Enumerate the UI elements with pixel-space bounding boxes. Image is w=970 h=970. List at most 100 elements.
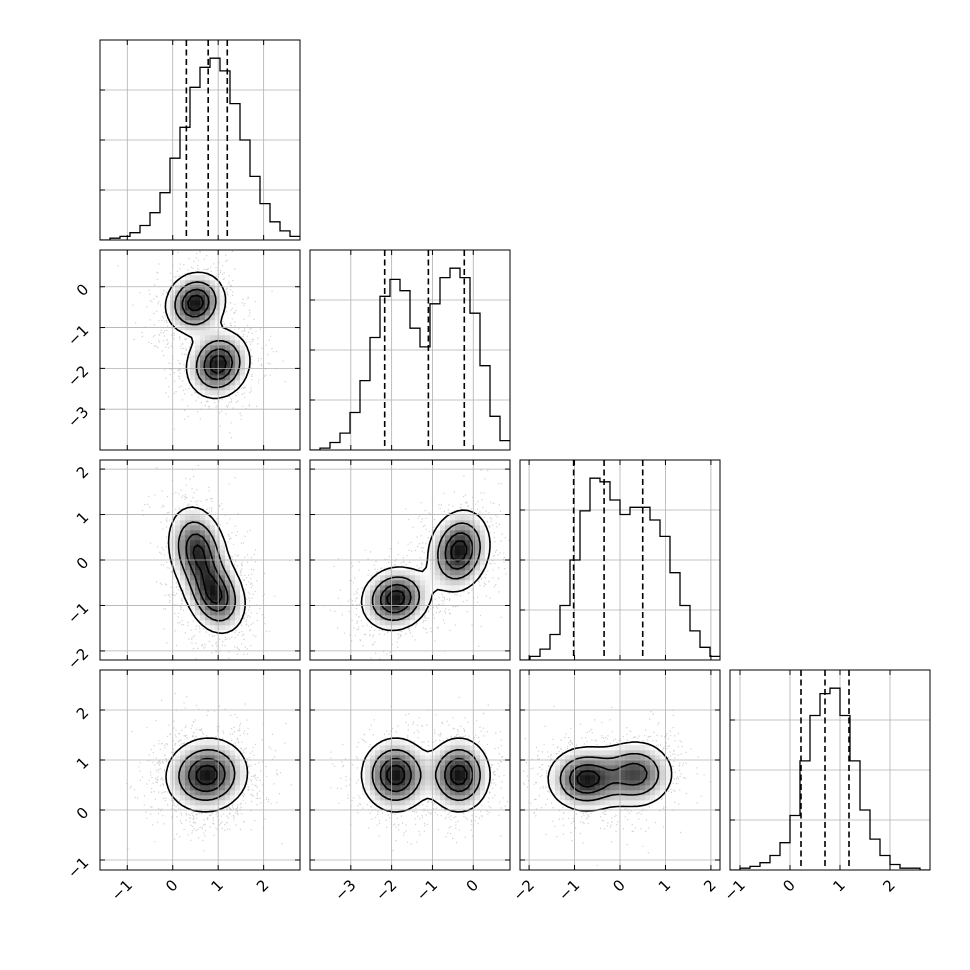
density-cell xyxy=(215,390,221,396)
density-cell xyxy=(175,530,181,536)
density-cell xyxy=(395,625,401,631)
density-cell xyxy=(200,385,206,391)
density-cell xyxy=(450,775,456,781)
density-cell xyxy=(640,795,646,801)
density-cell xyxy=(595,760,601,766)
density-cell xyxy=(175,295,181,301)
density-cell xyxy=(175,550,181,556)
density-cell xyxy=(440,555,446,561)
x-tick-label: −1 xyxy=(720,876,748,904)
density-cell xyxy=(615,765,621,771)
density-cell xyxy=(595,790,601,796)
density-cell xyxy=(195,560,201,566)
density-cell xyxy=(375,755,381,761)
density-cell xyxy=(205,560,211,566)
density-cell xyxy=(165,775,171,781)
density-cell xyxy=(195,335,201,341)
density-cell xyxy=(235,620,241,626)
density-cell xyxy=(205,350,211,356)
density-cell xyxy=(225,610,231,616)
density-cell xyxy=(465,755,471,761)
density-cell xyxy=(590,750,596,756)
density-cell xyxy=(210,345,216,351)
density-cell xyxy=(420,610,426,616)
density-cell xyxy=(220,560,226,566)
density-cell xyxy=(485,540,491,546)
density-cell xyxy=(200,770,206,776)
density-cell xyxy=(555,765,561,771)
density-cell xyxy=(555,790,561,796)
density-cell xyxy=(575,805,581,811)
density-cell xyxy=(445,580,451,586)
histogram-panel-1 xyxy=(309,249,511,451)
density-cell xyxy=(230,590,236,596)
density-cell xyxy=(190,305,196,311)
density-cell xyxy=(600,780,606,786)
density-cell xyxy=(215,790,221,796)
density-cell xyxy=(185,570,191,576)
density-cell xyxy=(205,390,211,396)
density-cell xyxy=(605,770,611,776)
density-cell xyxy=(630,795,636,801)
density-cell xyxy=(610,790,616,796)
density-cell xyxy=(210,805,216,811)
density-cell xyxy=(165,300,171,306)
density-cell xyxy=(180,555,186,561)
density-cell xyxy=(185,360,191,366)
density-cell xyxy=(205,745,211,751)
density-cell xyxy=(220,345,226,351)
density-cell xyxy=(420,780,426,786)
density-cell xyxy=(660,780,666,786)
x-tick-label: 2 xyxy=(700,876,719,895)
density-cell xyxy=(400,625,406,631)
density-cell xyxy=(205,385,211,391)
density-cell xyxy=(220,585,226,591)
density-cell xyxy=(205,610,211,616)
density-cell xyxy=(210,290,216,296)
density-cell xyxy=(225,345,231,351)
density-cell xyxy=(450,745,456,751)
density-cell xyxy=(185,515,191,521)
density-cell xyxy=(190,535,196,541)
density-cell xyxy=(475,800,481,806)
density-cell xyxy=(400,790,406,796)
histogram-step xyxy=(310,267,510,450)
density-cell xyxy=(205,330,211,336)
density-cell xyxy=(175,305,181,311)
density-cell xyxy=(450,525,456,531)
density-cell xyxy=(215,535,221,541)
density-cell xyxy=(585,745,591,751)
density-cell xyxy=(190,765,196,771)
density-cell xyxy=(220,340,226,346)
density-cell xyxy=(635,745,641,751)
density-cell xyxy=(185,580,191,586)
density-cell xyxy=(215,315,221,321)
density-cell xyxy=(180,770,186,776)
contour-line xyxy=(164,271,251,400)
density-cell xyxy=(230,340,236,346)
density-cell xyxy=(475,550,481,556)
density-cell xyxy=(195,800,201,806)
density-cell xyxy=(385,800,391,806)
density-cell xyxy=(475,525,481,531)
density-cell xyxy=(215,545,221,551)
density-cell xyxy=(185,765,191,771)
density-cell xyxy=(480,545,486,551)
density-cell xyxy=(375,765,381,771)
density-cell xyxy=(395,765,401,771)
density-cell xyxy=(195,565,201,571)
density-cell xyxy=(225,580,231,586)
density-cell xyxy=(205,520,211,526)
density-cell xyxy=(485,550,491,556)
density-cell xyxy=(210,775,216,781)
density-cell xyxy=(195,360,201,366)
density-cell xyxy=(385,745,391,751)
density-cell xyxy=(360,770,366,776)
density-cell xyxy=(375,580,381,586)
density-cell xyxy=(465,525,471,531)
density-cell xyxy=(235,615,241,621)
density-cell xyxy=(215,585,221,591)
density-cell xyxy=(600,760,606,766)
density-cell xyxy=(395,740,401,746)
density-cell xyxy=(660,775,666,781)
